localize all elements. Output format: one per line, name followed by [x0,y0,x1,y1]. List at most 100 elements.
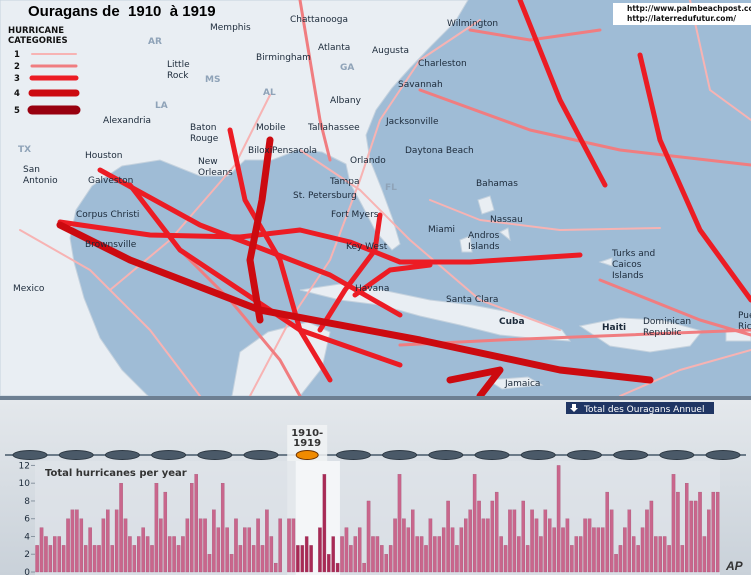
bar [450,527,455,573]
bar [384,554,388,573]
bar [711,491,716,573]
bar [380,545,384,573]
bar [136,536,141,573]
decade-node[interactable] [613,450,649,460]
place-label: Miami [428,225,455,235]
bar [587,518,592,573]
y-tick-label: 8 [24,497,30,507]
track [298,0,332,162]
bar [57,536,61,573]
bar [472,474,477,573]
bar [269,536,274,573]
bar [490,500,495,573]
bar [636,545,640,573]
bar [83,545,88,573]
decade-node[interactable] [520,450,556,460]
decade-node[interactable] [243,450,279,460]
bar [424,545,428,573]
bar [181,536,185,573]
bar [216,527,221,573]
track [19,229,201,396]
decade-node[interactable] [474,450,510,460]
decade-node[interactable] [428,450,464,460]
bar [132,545,137,573]
bar [680,545,685,573]
button-label[interactable]: Total des Ouragans Annuel [583,405,704,415]
url-box [613,3,751,25]
decade-node[interactable] [566,450,602,460]
bar [508,509,512,573]
bar [265,509,269,573]
bar [583,518,587,573]
bar [159,518,163,573]
bar [53,536,57,573]
bar [145,536,150,573]
decade-node[interactable] [705,450,741,460]
bar [185,518,190,573]
bar [693,500,698,573]
bar [437,536,442,573]
bar [601,527,605,573]
track [57,219,583,265]
bar [459,527,464,573]
place-label: Havana [355,284,389,294]
bar [662,536,667,573]
bar [406,527,411,573]
hurricane-tracks [19,0,751,396]
decade-node[interactable] [104,450,140,460]
place-label: Mexico [13,284,45,294]
url[interactable]: http://laterredufutur.com/ [627,14,736,23]
place-label: Nassau [490,215,523,225]
bar [97,545,101,573]
track [127,182,403,368]
place-label: Rock [167,71,189,81]
place-label: Islands [612,271,644,281]
place-label: Dominican [643,317,691,327]
state-label: FL [385,183,397,193]
bar [614,554,618,573]
bar [79,518,84,573]
bar [353,536,358,573]
legend-label: 5 [14,106,20,116]
y-tick-label: 6 [24,515,30,525]
bar [530,509,534,573]
map: Memphis Chattanooga Wilmington Atlanta Augus… [0,0,751,396]
url[interactable]: http://www.palmbeachpost.com [627,4,751,13]
decade-node[interactable] [58,450,94,460]
bar [154,483,159,573]
bar [698,491,702,573]
place-label: Biloxi [248,146,272,156]
decade-node[interactable] [12,450,48,460]
bar [574,536,579,573]
land [459,195,613,267]
track [97,167,403,318]
bar [481,518,486,573]
bar [141,527,145,573]
decade-node[interactable] [295,450,319,460]
bar [327,554,331,573]
bar-chart: Total hurricanes per year 0 2 4 6 8 10 12 [19,461,720,575]
bar [190,483,194,573]
place-label: Daytona Beach [405,146,474,156]
track [598,278,751,337]
decade-node[interactable] [197,450,233,460]
decade-node[interactable] [659,450,695,460]
total-button[interactable] [566,402,714,414]
bar [618,545,623,573]
bar [433,536,437,573]
decade-node[interactable] [335,450,371,460]
place-label: Santa Clara [446,295,498,305]
bar [172,536,176,573]
bar [234,518,238,573]
place-label: Corpus Christi [76,210,139,220]
place-label: Cuba [499,317,525,327]
bar [623,527,627,573]
bar [349,545,353,573]
bar [388,545,393,573]
state-label: AL [263,88,276,98]
bar [667,545,671,573]
decade-node[interactable] [151,450,187,460]
decade-node[interactable] [382,450,418,460]
bar [331,536,335,573]
